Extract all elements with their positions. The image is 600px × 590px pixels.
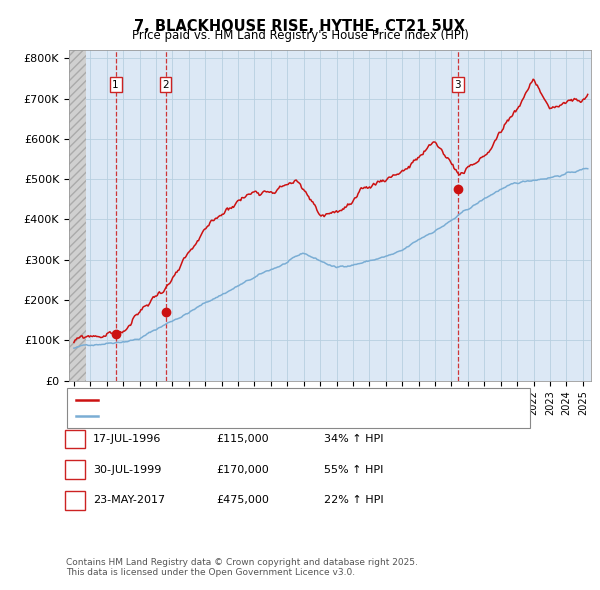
Text: 2: 2 [71, 465, 79, 474]
Text: HPI: Average price, detached house, Folkestone and Hythe: HPI: Average price, detached house, Folk… [102, 411, 423, 421]
Text: 1: 1 [112, 80, 119, 90]
Text: 55% ↑ HPI: 55% ↑ HPI [324, 465, 383, 474]
Text: £170,000: £170,000 [216, 465, 269, 474]
Text: 7, BLACKHOUSE RISE, HYTHE, CT21 5UX: 7, BLACKHOUSE RISE, HYTHE, CT21 5UX [134, 19, 466, 34]
Text: 3: 3 [455, 80, 461, 90]
Text: 23-MAY-2017: 23-MAY-2017 [93, 496, 165, 505]
Bar [69, 50, 86, 381]
Text: 3: 3 [71, 496, 79, 505]
Text: 2: 2 [162, 80, 169, 90]
Text: Contains HM Land Registry data © Crown copyright and database right 2025.
This d: Contains HM Land Registry data © Crown c… [66, 558, 418, 577]
Text: £115,000: £115,000 [216, 434, 269, 444]
Text: 30-JUL-1999: 30-JUL-1999 [93, 465, 161, 474]
Text: 1: 1 [71, 434, 79, 444]
Text: 22% ↑ HPI: 22% ↑ HPI [324, 496, 383, 505]
Text: 7, BLACKHOUSE RISE, HYTHE, CT21 5UX (detached house): 7, BLACKHOUSE RISE, HYTHE, CT21 5UX (det… [102, 395, 422, 405]
Text: £475,000: £475,000 [216, 496, 269, 505]
Text: 34% ↑ HPI: 34% ↑ HPI [324, 434, 383, 444]
Text: 17-JUL-1996: 17-JUL-1996 [93, 434, 161, 444]
Text: Price paid vs. HM Land Registry's House Price Index (HPI): Price paid vs. HM Land Registry's House … [131, 30, 469, 42]
